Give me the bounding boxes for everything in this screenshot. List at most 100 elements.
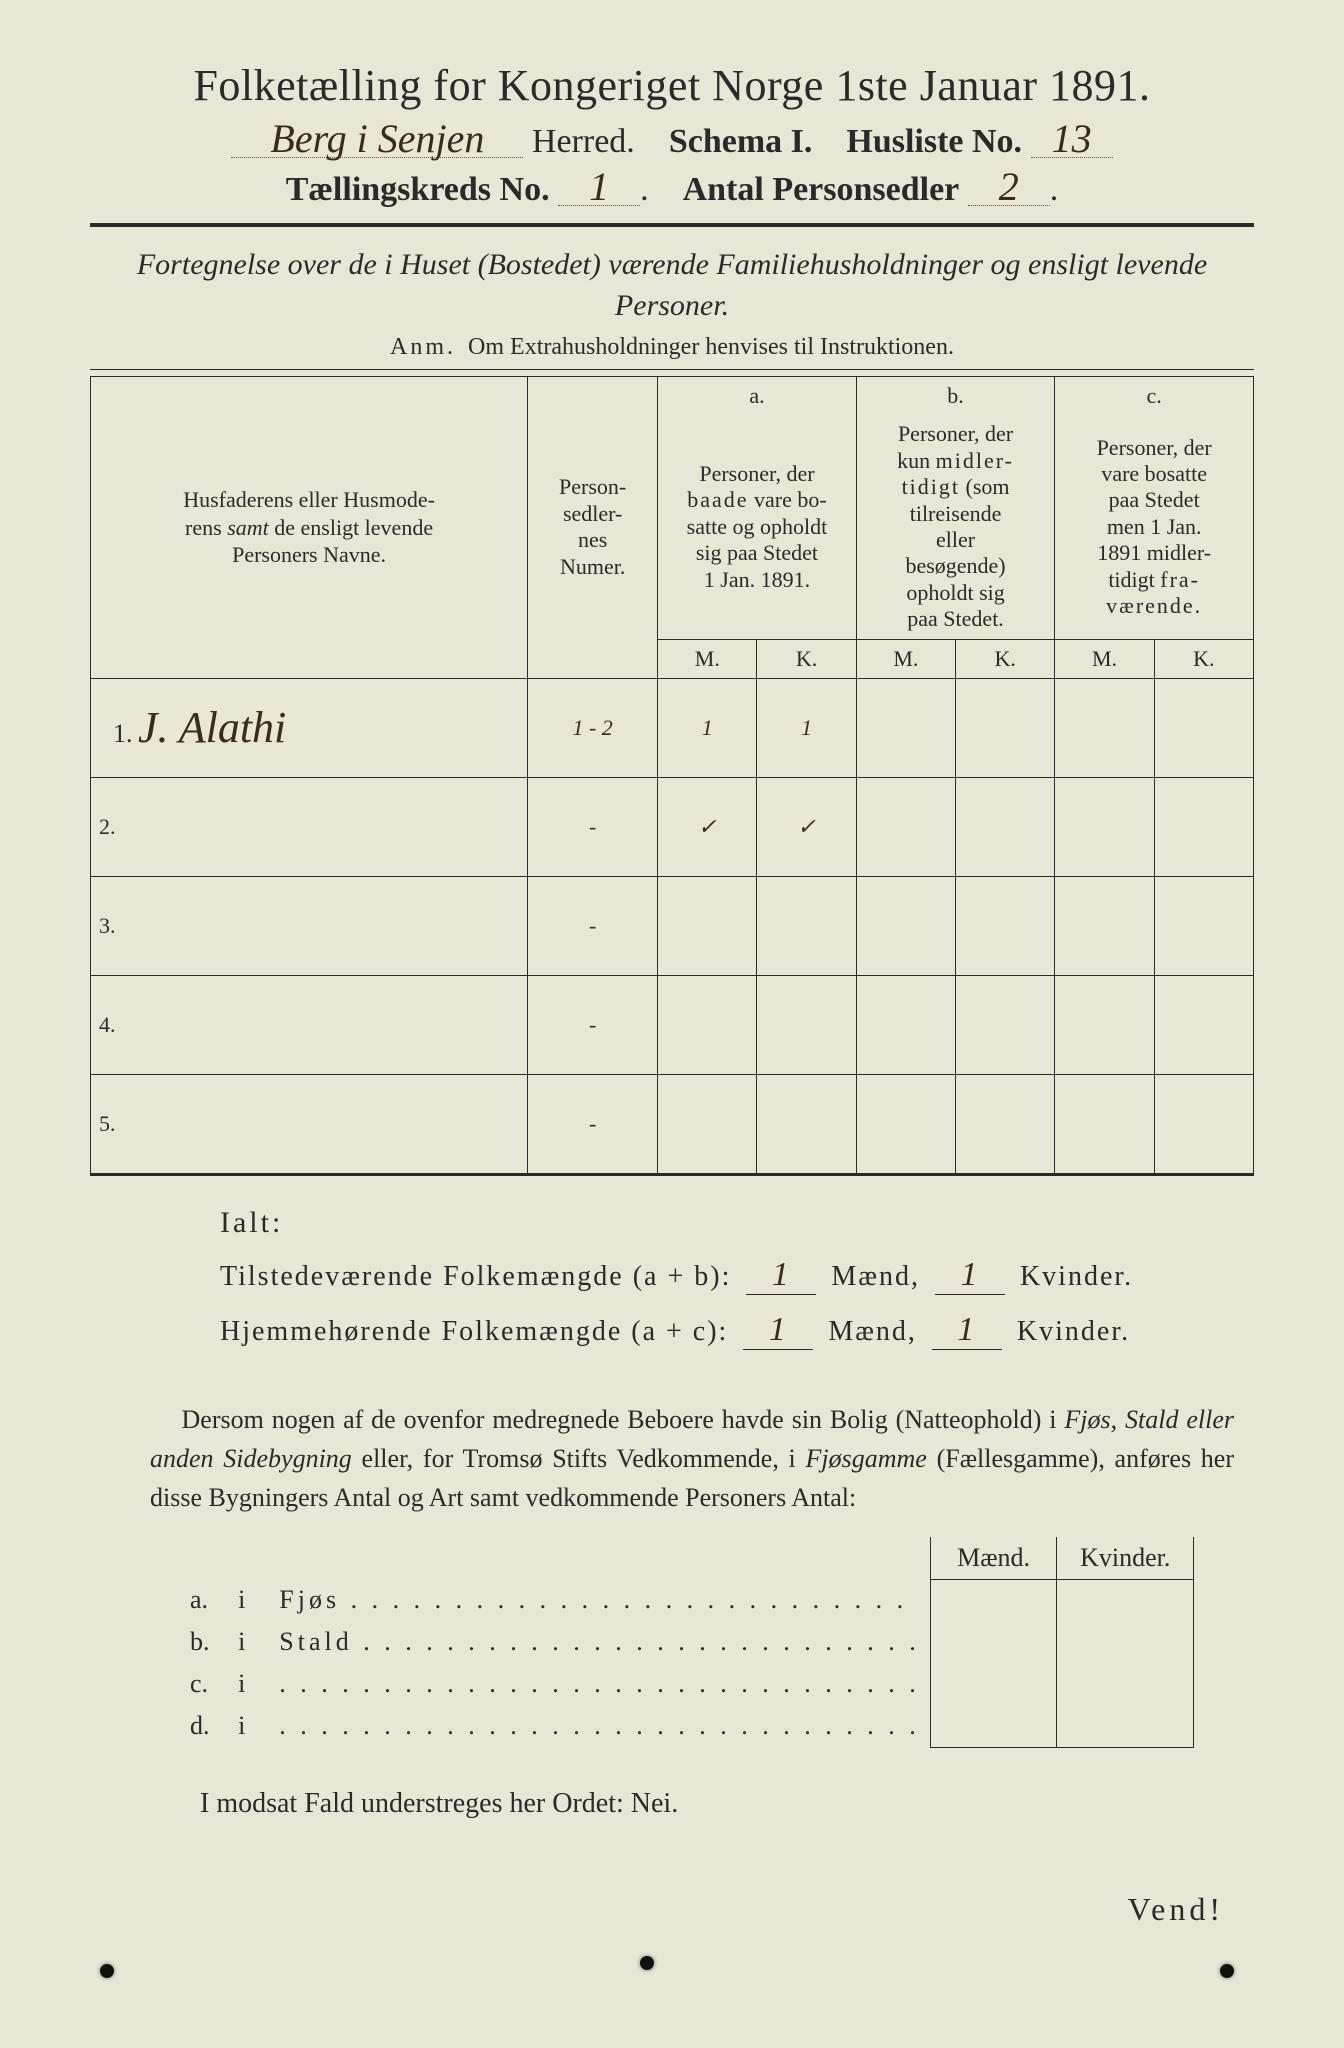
row-name-cell: 1. J. Alathi — [91, 678, 528, 777]
row-personsedler: - — [528, 975, 658, 1074]
row-personsedler: - — [528, 1074, 658, 1174]
vend-label: Vend! — [1128, 1891, 1224, 1928]
row-c-m — [1055, 876, 1154, 975]
building-m — [930, 1663, 1057, 1705]
building-a: b. — [180, 1621, 228, 1663]
row-c-k — [1154, 678, 1253, 777]
col-c-6b: fra- — [1160, 567, 1200, 592]
col-c-2: vare bosatte — [1101, 461, 1207, 486]
col-a-4: sig paa Stedet — [696, 540, 818, 565]
table-header-row-1: Husfaderens eller Husmode- rens samt de … — [91, 377, 1254, 416]
col-a-3: satte og opholdt — [687, 514, 828, 539]
header-line-3: Tællingskreds No. 1. Antal Personsedler … — [90, 169, 1254, 209]
col-b-desc: Personer, der kun midler- tidigt (som ti… — [856, 415, 1055, 639]
row-b-k — [956, 678, 1055, 777]
row-c-m — [1055, 975, 1154, 1074]
table-row: 5. - — [91, 1074, 1254, 1174]
col-c-7: værende. — [1106, 593, 1202, 618]
divider-thin-top — [90, 369, 1254, 370]
total2-m: 1 — [743, 1311, 813, 1350]
row-c-k — [1154, 876, 1253, 975]
row-c-k — [1154, 975, 1253, 1074]
col-header-num: Person- sedler- nes Numer. — [528, 377, 658, 679]
col-b-6: besøgende) — [905, 553, 1005, 578]
row-name: J. Alathi — [138, 703, 286, 752]
col-c-1: Personer, der — [1097, 435, 1212, 460]
col-a-m: M. — [658, 639, 757, 678]
row-b-m — [856, 678, 955, 777]
row-b-m — [856, 1074, 955, 1174]
buildings-head-row: Mænd. Kvinder. — [180, 1537, 1194, 1580]
building-m — [930, 1621, 1057, 1663]
col-c-desc: Personer, der vare bosatte paa Stedet me… — [1055, 415, 1254, 639]
row-a-m — [658, 876, 757, 975]
building-label: . . . . . . . . . . . . . . . . . . . . … — [269, 1663, 930, 1705]
buildings-head-m: Mænd. — [930, 1537, 1057, 1580]
building-k — [1057, 1621, 1194, 1663]
building-i: i — [228, 1705, 269, 1747]
ialt-label: Ialt: — [220, 1206, 1254, 1240]
row-a-m — [658, 975, 757, 1074]
building-name: Stald — [279, 1627, 352, 1656]
row-num: 5. — [91, 1074, 528, 1174]
buildings-head-k: Kvinder. — [1057, 1537, 1194, 1580]
husliste-label: Husliste No. — [846, 123, 1022, 160]
row-a-m: 1 — [658, 678, 757, 777]
row-b-m — [856, 876, 955, 975]
col-num-l4: Numer. — [560, 554, 625, 579]
row-a-k: 1 — [757, 678, 856, 777]
anm-line: Anm. Om Extrahusholdninger henvises til … — [90, 334, 1254, 361]
herred-label: Herred. — [532, 123, 635, 160]
total1-m: 1 — [746, 1256, 816, 1295]
col-a-2a: baade — [687, 487, 748, 512]
col-c-label: c. — [1055, 377, 1254, 416]
row-a-k — [757, 876, 856, 975]
col-b-3a: tidigt — [902, 474, 960, 499]
husliste-value: 13 — [1031, 121, 1113, 158]
total-line-2: Hjemmehørende Folkemængde (a + c): 1 Mæn… — [220, 1311, 1254, 1350]
col-b-4: tilreisende — [910, 501, 1002, 526]
building-m — [930, 1705, 1057, 1747]
total1-label: Tilstedeværende Folkemængde (a + b): — [220, 1261, 731, 1292]
col-name-l2c: de ensligt levende — [269, 515, 433, 540]
herred-value: Berg i Senjen — [231, 121, 523, 158]
row-c-k — [1154, 777, 1253, 876]
table-row: 4. - — [91, 975, 1254, 1074]
row-b-m — [856, 975, 955, 1074]
building-k — [1057, 1705, 1194, 1747]
col-b-7: opholdt sig — [906, 580, 1004, 605]
building-i: i — [228, 1579, 269, 1621]
col-b-1: Personer, der — [898, 421, 1013, 446]
main-table: Husfaderens eller Husmode- rens samt de … — [90, 376, 1254, 1176]
building-k — [1057, 1579, 1194, 1621]
col-b-8: paa Stedet. — [907, 606, 1004, 631]
row-b-k — [956, 975, 1055, 1074]
row-a-k: ✓ — [757, 777, 856, 876]
building-name: Fjøs — [279, 1585, 340, 1614]
col-num-l1: Person- — [559, 474, 626, 499]
row-a-k — [757, 975, 856, 1074]
divider-thick — [90, 223, 1254, 227]
col-num-l3: nes — [578, 527, 607, 552]
row-num: 2. — [91, 777, 528, 876]
row-a-m — [658, 1074, 757, 1174]
col-num-l2: sedler- — [563, 501, 622, 526]
col-name-l3: Personers Navne. — [232, 542, 386, 567]
total-line-1: Tilstedeværende Folkemængde (a + b): 1 M… — [220, 1256, 1254, 1295]
row-personsedler: 1 - 2 — [528, 678, 658, 777]
building-m — [930, 1579, 1057, 1621]
buildings-table: Mænd. Kvinder. a. i Fjøs . . . . . . . .… — [180, 1537, 1194, 1748]
form-subtitle: Fortegnelse over de i Huset (Bostedet) v… — [130, 245, 1214, 326]
kreds-label: Tællingskreds No. — [286, 171, 550, 208]
row-c-m — [1055, 1074, 1154, 1174]
col-name-l1: Husfaderens eller Husmode- — [183, 487, 435, 512]
col-a-1: Personer, der — [699, 461, 814, 486]
row-c-m — [1055, 678, 1154, 777]
total1-k: 1 — [935, 1256, 1005, 1295]
table-row: 3. - — [91, 876, 1254, 975]
building-row: b. i Stald . . . . . . . . . . . . . . .… — [180, 1621, 1194, 1663]
schema-label: Schema I. — [669, 123, 813, 160]
maend-label-2: Mænd, — [828, 1316, 917, 1347]
col-c-k: K. — [1154, 639, 1253, 678]
building-i: i — [228, 1621, 269, 1663]
